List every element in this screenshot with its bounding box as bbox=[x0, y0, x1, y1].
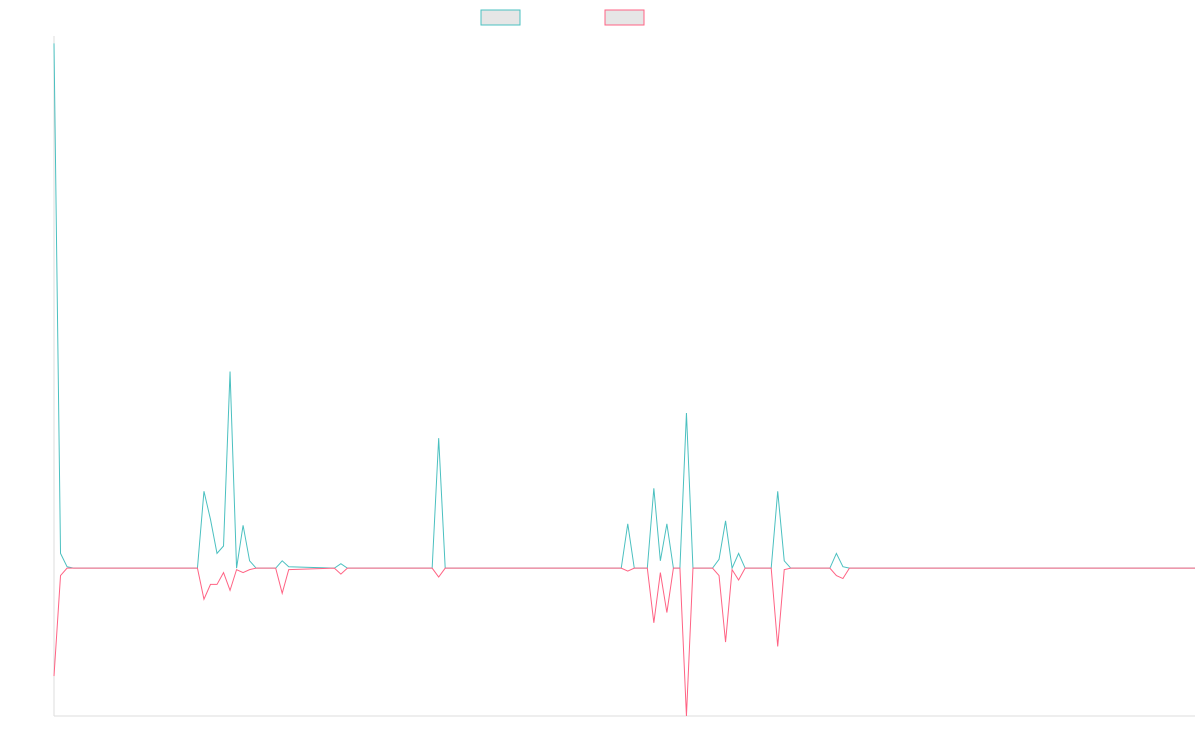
legend-swatch-1[interactable] bbox=[480, 9, 521, 26]
series-group bbox=[53, 43, 1195, 717]
legend-swatch-2[interactable] bbox=[604, 9, 645, 26]
series-line-1 bbox=[53, 43, 1195, 570]
legend bbox=[480, 9, 645, 26]
series-line-2 bbox=[53, 567, 1195, 717]
chart-axes bbox=[53, 36, 1195, 717]
